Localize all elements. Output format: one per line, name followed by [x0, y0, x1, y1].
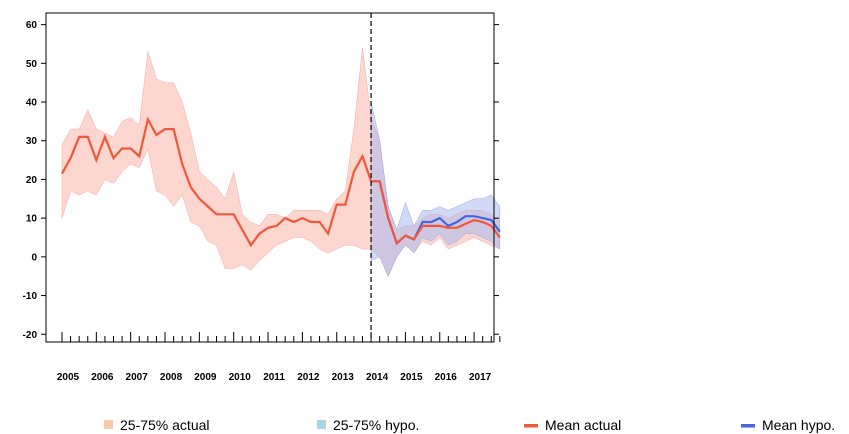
bands-layer: [61, 47, 501, 277]
legend-label: Mean hypo.: [762, 417, 835, 433]
x-tick-label: 2011: [263, 372, 285, 383]
y-tick-label: 60: [26, 20, 38, 31]
x-tick-label: 2005: [57, 372, 80, 383]
line-mean-actual: [61, 116, 501, 248]
x-tick-label: 2016: [435, 372, 458, 383]
x-tick-label: 2007: [126, 372, 149, 383]
band-actual: [61, 47, 501, 277]
legend-swatch: [104, 420, 113, 429]
y-tick-label: -20: [23, 330, 38, 341]
x-tick-label: 2010: [229, 372, 252, 383]
x-tick-label: 2008: [160, 372, 183, 383]
x-tick-label: 2017: [469, 372, 492, 383]
legend-label: 25-75% actual: [120, 417, 210, 433]
x-tick-label: 2012: [297, 372, 320, 383]
x-tick-label: 2013: [332, 372, 355, 383]
x-tick-label: 2006: [91, 372, 114, 383]
legend-swatch: [741, 424, 755, 428]
legend: 25-75% actual 25-75% hypo. Mean actual Mean…: [104, 417, 835, 433]
axes-layer: -20 -10 0 10 20 30 40 50 60 2005 2006 2007 2008 2009 2…: [23, 12, 501, 383]
y-tick-label: 40: [26, 98, 38, 109]
y-tick-label: -10: [23, 291, 38, 302]
y-tick-label: 0: [31, 252, 37, 263]
legend-swatch: [317, 420, 326, 429]
y-tick-label: 50: [26, 59, 38, 70]
legend-label: Mean actual: [545, 417, 621, 433]
y-tick-label: 30: [26, 136, 38, 147]
band-hypo: [370, 101, 501, 277]
legend-label: 25-75% hypo.: [333, 417, 419, 433]
y-tick-label: 20: [26, 175, 38, 186]
x-tick-label: 2009: [194, 372, 217, 383]
lines-layer: [61, 116, 501, 248]
legend-swatch: [524, 424, 538, 428]
y-tick-label: 10: [26, 214, 38, 225]
x-tick-label: 2014: [366, 372, 389, 383]
plot-frame: [45, 12, 495, 343]
x-tick-label: 2015: [400, 372, 423, 383]
